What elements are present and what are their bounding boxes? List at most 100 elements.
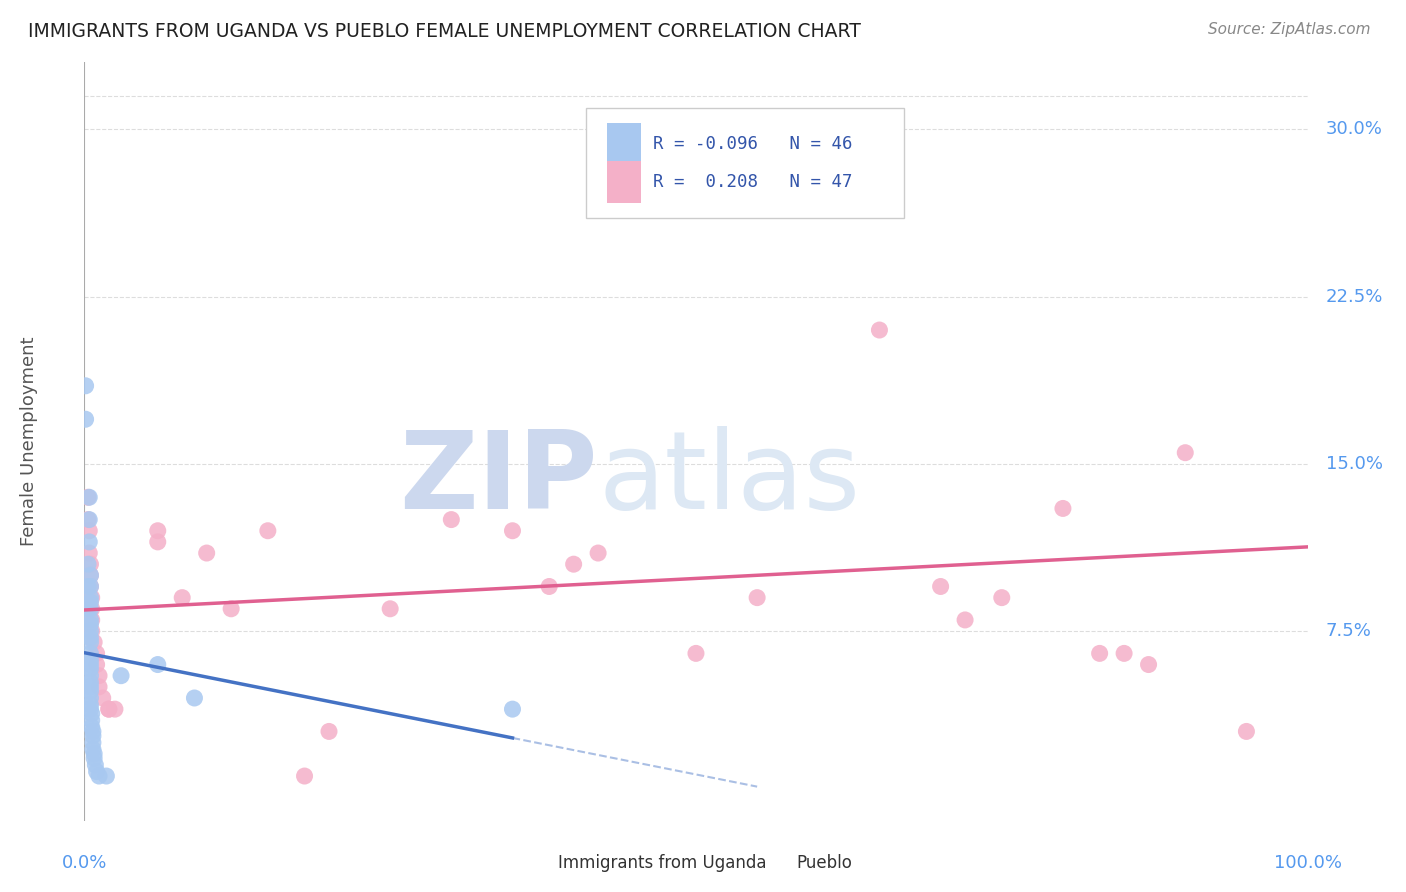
- Point: [79, 657, 101, 672]
- Point: [80, 714, 103, 728]
- Point: [1052, 501, 1074, 516]
- Point: [79, 675, 101, 690]
- Point: [318, 724, 340, 739]
- Point: [1088, 646, 1111, 660]
- Point: [538, 580, 561, 594]
- Point: [146, 657, 169, 672]
- Point: [77, 524, 100, 538]
- Point: [747, 591, 769, 605]
- Point: [82, 735, 104, 749]
- Text: Female Unemployment: Female Unemployment: [20, 337, 38, 546]
- Text: IMMIGRANTS FROM UGANDA VS PUEBLO FEMALE UNEMPLOYMENT CORRELATION CHART: IMMIGRANTS FROM UGANDA VS PUEBLO FEMALE …: [28, 22, 860, 41]
- Point: [82, 729, 104, 743]
- Point: [502, 702, 524, 716]
- Point: [77, 580, 100, 594]
- Point: [79, 653, 101, 667]
- Point: [87, 769, 110, 783]
- Point: [84, 758, 107, 772]
- Text: Source: ZipAtlas.com: Source: ZipAtlas.com: [1208, 22, 1371, 37]
- Point: [79, 613, 101, 627]
- Point: [87, 669, 110, 683]
- Point: [86, 657, 108, 672]
- Point: [77, 512, 100, 526]
- Point: [440, 512, 463, 526]
- Point: [562, 557, 585, 572]
- Text: R =  0.208   N = 47: R = 0.208 N = 47: [654, 173, 852, 191]
- Point: [991, 591, 1014, 605]
- Point: [86, 646, 108, 660]
- Point: [82, 742, 104, 756]
- Point: [219, 602, 242, 616]
- Text: 22.5%: 22.5%: [1326, 287, 1384, 306]
- Point: [79, 669, 101, 683]
- Bar: [606, 123, 641, 165]
- Point: [77, 535, 100, 549]
- FancyBboxPatch shape: [586, 108, 904, 218]
- Point: [77, 491, 100, 505]
- Point: [195, 546, 218, 560]
- Point: [79, 680, 101, 694]
- Text: R = -0.096   N = 46: R = -0.096 N = 46: [654, 135, 852, 153]
- Point: [79, 698, 101, 712]
- Point: [80, 706, 103, 721]
- Point: [80, 720, 103, 734]
- Point: [79, 602, 101, 616]
- Point: [87, 680, 110, 694]
- Point: [77, 512, 100, 526]
- Point: [79, 617, 101, 632]
- Point: [110, 669, 132, 683]
- Point: [79, 591, 101, 605]
- Point: [77, 491, 100, 505]
- Point: [80, 613, 103, 627]
- Point: [953, 613, 976, 627]
- Point: [79, 631, 101, 645]
- Point: [79, 690, 101, 705]
- Bar: [763, 849, 790, 876]
- Point: [79, 568, 101, 582]
- Point: [83, 747, 105, 761]
- Text: 100.0%: 100.0%: [1274, 855, 1341, 872]
- Point: [80, 591, 103, 605]
- Text: Immigrants from Uganda: Immigrants from Uganda: [558, 855, 766, 872]
- Point: [294, 769, 316, 783]
- Point: [79, 684, 101, 698]
- Point: [77, 557, 100, 572]
- Point: [79, 557, 101, 572]
- Point: [97, 702, 120, 716]
- Point: [79, 646, 101, 660]
- Point: [79, 702, 101, 716]
- Point: [502, 524, 524, 538]
- Point: [104, 702, 127, 716]
- Point: [172, 591, 194, 605]
- Text: ZIP: ZIP: [399, 426, 598, 533]
- Point: [1174, 446, 1197, 460]
- Bar: [524, 849, 551, 876]
- Point: [380, 602, 402, 616]
- Point: [586, 546, 609, 560]
- Point: [77, 602, 100, 616]
- Point: [1137, 657, 1160, 672]
- Point: [80, 624, 103, 639]
- Point: [83, 751, 105, 765]
- Point: [83, 635, 105, 649]
- Point: [146, 535, 169, 549]
- Text: 30.0%: 30.0%: [1326, 120, 1384, 138]
- Point: [75, 378, 97, 392]
- Point: [257, 524, 280, 538]
- Point: [79, 580, 101, 594]
- Point: [75, 412, 97, 426]
- Bar: [606, 161, 641, 202]
- Point: [183, 690, 205, 705]
- Point: [869, 323, 891, 337]
- Point: [77, 546, 100, 560]
- Point: [146, 524, 169, 538]
- Point: [96, 769, 118, 783]
- Text: 0.0%: 0.0%: [62, 855, 107, 872]
- Point: [80, 602, 103, 616]
- Text: atlas: atlas: [598, 426, 860, 533]
- Point: [82, 724, 104, 739]
- Point: [91, 690, 114, 705]
- Point: [685, 646, 707, 660]
- Text: 7.5%: 7.5%: [1326, 622, 1372, 640]
- Point: [79, 580, 101, 594]
